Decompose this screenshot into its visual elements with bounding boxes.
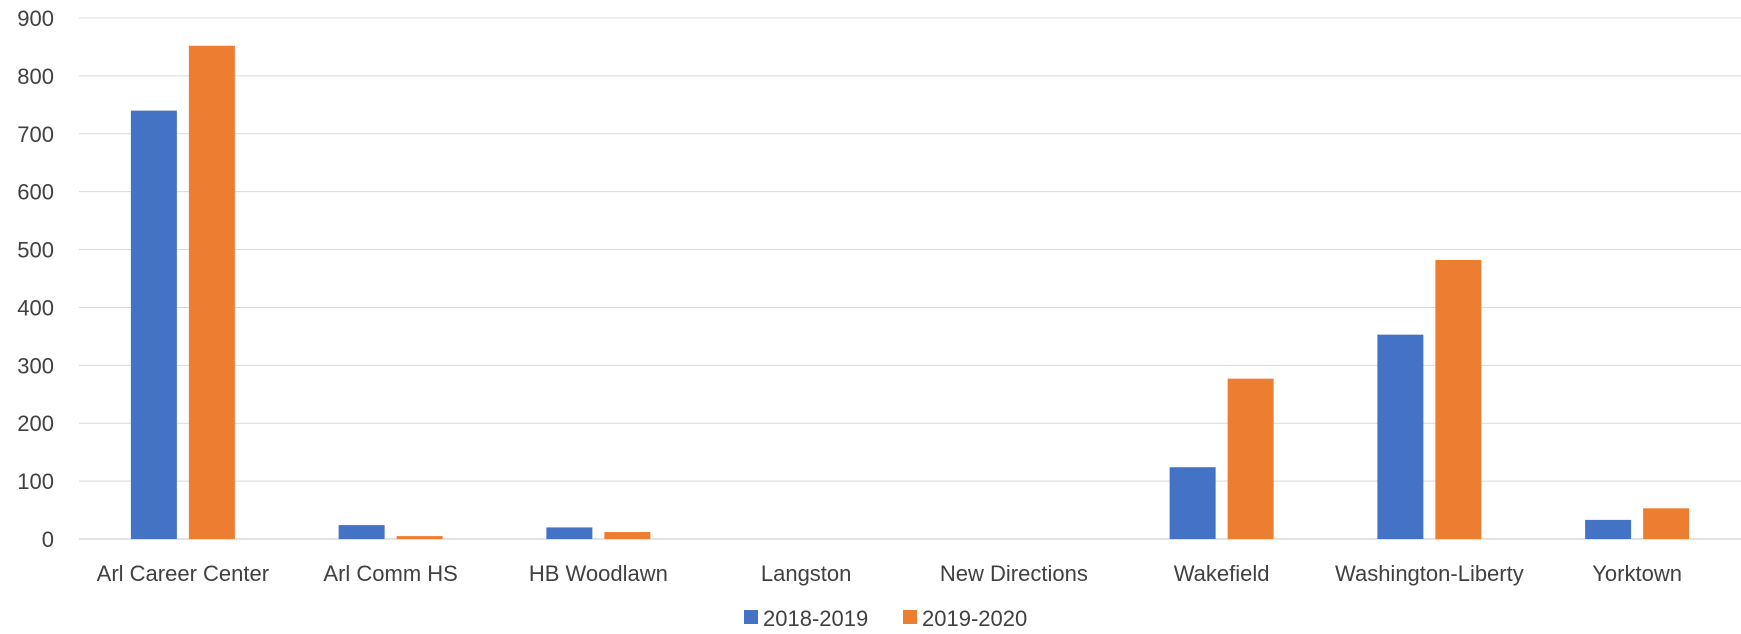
bar-2018-2019-hb-woodlawn — [546, 527, 593, 539]
bar-2019-2020-arl-comm-hs — [396, 536, 443, 539]
legend-label: 2019-2020 — [922, 606, 1027, 631]
bar-2018-2019-arl-career-center — [130, 110, 177, 539]
bar-2018-2019-arl-comm-hs — [338, 525, 385, 539]
bar-2019-2020-arl-career-center — [188, 45, 235, 539]
y-tick-label: 0 — [42, 527, 54, 552]
y-tick-label: 100 — [17, 469, 54, 494]
y-tick-label: 400 — [17, 295, 54, 320]
x-category-label: Yorktown — [1592, 561, 1682, 586]
y-tick-label: 500 — [17, 238, 54, 263]
bars — [130, 45, 1690, 539]
bar-2018-2019-yorktown — [1585, 519, 1632, 539]
y-tick-label: 700 — [17, 122, 54, 147]
y-tick-label: 900 — [17, 6, 54, 31]
bar-2019-2020-washington-liberty — [1435, 259, 1482, 539]
y-tick-label: 600 — [17, 180, 54, 205]
y-tick-label: 800 — [17, 64, 54, 89]
x-category-label: Arl Comm HS — [323, 561, 457, 586]
bar-2019-2020-wakefield — [1227, 378, 1274, 539]
gridlines — [79, 17, 1741, 540]
bar-2019-2020-yorktown — [1643, 508, 1690, 539]
x-category-label: Washington-Liberty — [1335, 561, 1524, 586]
x-category-label: Wakefield — [1174, 561, 1270, 586]
legend-swatch — [744, 610, 758, 624]
legend: 2018-2019 2019-2020 — [744, 606, 1027, 631]
x-category-label: Langston — [761, 561, 852, 586]
x-category-label: New Directions — [940, 561, 1088, 586]
bar-2019-2020-hb-woodlawn — [604, 532, 651, 539]
bar-2018-2019-washington-liberty — [1377, 334, 1424, 539]
x-category-label: Arl Career Center — [97, 561, 269, 586]
y-tick-label: 200 — [17, 411, 54, 436]
bar-2018-2019-wakefield — [1169, 467, 1216, 539]
y-tick-label: 300 — [17, 353, 54, 378]
x-category-label: HB Woodlawn — [529, 561, 668, 586]
legend-label: 2018-2019 — [763, 606, 868, 631]
x-axis-category-labels: Arl Career Center Arl Comm HS HB Woodlawn L… — [97, 561, 1682, 586]
y-axis-tick-labels: 0 100 200 300 400 500 600 700 800 900 — [17, 6, 54, 552]
legend-swatch — [903, 610, 917, 624]
